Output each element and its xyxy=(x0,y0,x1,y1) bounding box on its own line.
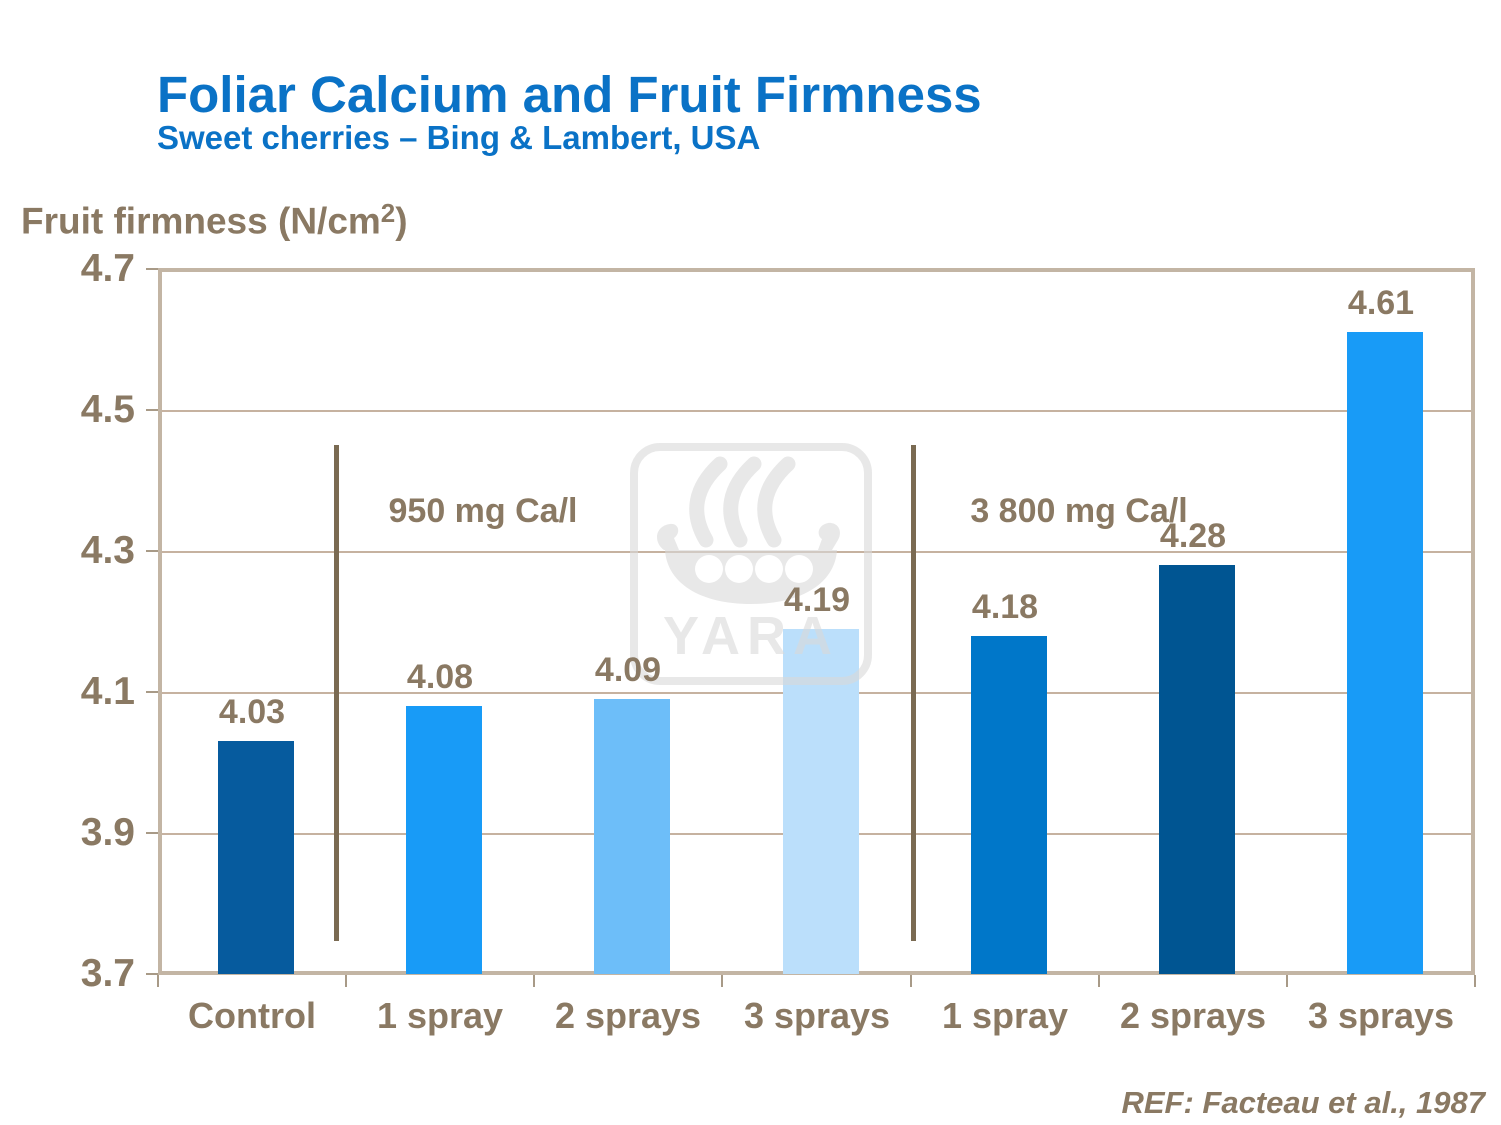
y-tick-mark xyxy=(146,268,158,270)
bar-value-label: 4.61 xyxy=(1347,284,1415,322)
x-category-label: Control xyxy=(188,995,316,1036)
bar-value-label: 4.19 xyxy=(783,581,851,619)
y-tick-label: 3.7 xyxy=(80,952,135,995)
bar xyxy=(406,706,482,974)
gridline xyxy=(162,410,1471,412)
annotation-950-mg: 950 mg Ca/l xyxy=(388,492,578,530)
bar xyxy=(1347,332,1423,974)
y-tick-mark xyxy=(146,409,158,411)
x-tick-mark xyxy=(910,975,912,987)
x-tick-mark xyxy=(157,975,159,987)
x-tick-mark xyxy=(1098,975,1100,987)
reference-text: REF: Facteau et al., 1987 xyxy=(1121,1085,1485,1120)
bar xyxy=(971,636,1047,974)
bar-value-label: 4.28 xyxy=(1159,517,1227,555)
group-divider-left xyxy=(334,445,339,941)
bar xyxy=(594,699,670,974)
x-category-label: 2 sprays xyxy=(1119,995,1267,1036)
y-tick-mark xyxy=(146,691,158,693)
y-tick-label: 4.5 xyxy=(80,388,135,431)
y-tick-mark xyxy=(146,973,158,975)
viking-ship-icon: YARA xyxy=(657,456,840,666)
yara-logo-watermark: YARA xyxy=(630,443,872,685)
x-tick-mark xyxy=(1286,975,1288,987)
bar-value-label: 4.09 xyxy=(594,651,662,689)
y-tick-label: 4.7 xyxy=(80,247,135,290)
page-subtitle: Sweet cherries – Bing & Lambert, USA xyxy=(157,119,761,156)
bar-value-label: 4.03 xyxy=(218,693,286,731)
watermark-brand-text: YARA xyxy=(663,606,839,666)
x-category-label: 1 spray xyxy=(376,995,504,1036)
bar-value-label: 4.18 xyxy=(971,588,1039,626)
y-tick-mark xyxy=(146,550,158,552)
x-tick-mark xyxy=(721,975,723,987)
x-category-label: 2 sprays xyxy=(554,995,702,1036)
y-tick-mark xyxy=(146,832,158,834)
bar xyxy=(218,741,294,974)
y-axis-title: Fruit firmness (N/cm2) xyxy=(21,198,408,242)
x-category-label: 3 sprays xyxy=(1307,995,1455,1036)
x-category-label: 3 sprays xyxy=(743,995,891,1036)
x-tick-mark xyxy=(345,975,347,987)
x-category-label: 1 spray xyxy=(941,995,1069,1036)
page-title: Foliar Calcium and Fruit Firmness xyxy=(157,66,982,123)
annotation-3800-mg: 3 800 mg Ca/l xyxy=(970,492,1188,530)
x-tick-mark xyxy=(1474,975,1476,987)
y-tick-label: 4.3 xyxy=(80,529,135,572)
y-tick-label: 3.9 xyxy=(80,811,135,854)
x-tick-mark xyxy=(533,975,535,987)
group-divider-right xyxy=(911,445,916,941)
y-tick-label: 4.1 xyxy=(80,670,135,713)
bar xyxy=(783,629,859,974)
bar-value-label: 4.08 xyxy=(406,658,474,696)
bar xyxy=(1159,565,1235,974)
